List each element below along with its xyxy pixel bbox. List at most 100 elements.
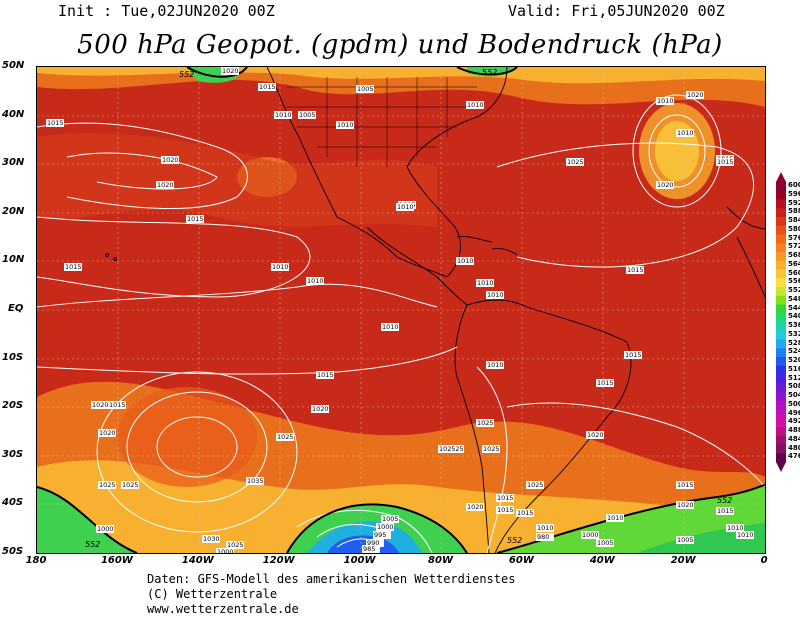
longitude-label: 100W (343, 555, 376, 566)
colorbar (776, 172, 786, 472)
isobar-label: 1010 (272, 263, 289, 271)
isobar-label: 1015 (187, 215, 204, 223)
colorbar-swatch (776, 243, 786, 253)
isobar-label-bg (186, 215, 204, 223)
colorbar-value-label: 568 (788, 251, 800, 259)
isobar-label: 1010 (382, 323, 399, 331)
isobar-label-bg (156, 181, 174, 189)
colorbar-value-label: 600 (788, 181, 800, 189)
isobar-label: 1015 (497, 494, 514, 502)
colorbar-swatch (776, 269, 786, 279)
colorbar-value-label: 596 (788, 189, 800, 198)
sw-low (37, 487, 137, 553)
isobar-label-bg (98, 429, 116, 437)
colorbar-value-label: 584 (788, 216, 800, 224)
isobar-label: 1010 (397, 203, 414, 211)
isobar-label: 1035 (247, 477, 264, 485)
colorbar-value-label: 476 (788, 452, 800, 461)
isobar-label: 1025 (227, 541, 244, 549)
isobar-label: 1010 (487, 361, 504, 369)
colorbar-swatch (776, 400, 786, 410)
isobar-label: 1025 (567, 158, 584, 166)
colorbar-value-label: 560 (788, 268, 800, 277)
isobar-label-bg (482, 445, 500, 453)
isobar-label-bg (566, 158, 584, 166)
colorbar-value-label: 556 (788, 277, 800, 286)
isobar-label: 1015 (497, 506, 514, 514)
isobar-label: 1015 (717, 507, 734, 515)
isobar-label-bg (596, 379, 614, 387)
isobar-label: 1015 (259, 83, 276, 91)
colorbar-value-label: 500 (788, 399, 800, 408)
isobar-label-bg (456, 257, 474, 265)
colorbar-bottom-arrow (776, 462, 786, 472)
colorbar-swatch (776, 199, 786, 209)
colorbar-value-label: 540 (788, 312, 800, 321)
longitude-label: 60W (508, 555, 534, 566)
colorbar-swatch (776, 409, 786, 419)
isobar-label: 1000 (97, 525, 114, 533)
isobar-label: 1010 (677, 129, 694, 137)
colorbar-swatch (776, 225, 786, 235)
isobar-label: 1025 (99, 481, 116, 489)
isobar-label-bg (96, 525, 114, 533)
latitude-label: 30N (2, 157, 25, 169)
colorbar-swatch (776, 435, 786, 445)
isobar-label: 995 (374, 531, 386, 539)
geopotential-label: 552 (717, 496, 732, 505)
isobar-label-bg (676, 536, 694, 544)
colorbar-swatch (776, 260, 786, 270)
colorbar-swatch (776, 427, 786, 437)
geopotential-label: 552 (85, 540, 100, 549)
isobar-label: 1025 (527, 481, 544, 489)
isobar-label: 1020 (312, 405, 329, 413)
isobar-label-bg (476, 279, 494, 287)
isobar-label: 1010 (337, 121, 354, 129)
colorbar-value-label: 580 (788, 224, 800, 233)
isobar-label: 1015 (597, 379, 614, 387)
isobar-label: 1020 (687, 91, 704, 99)
isobar-label-bg (306, 277, 324, 285)
isobar-label: 1025 (122, 481, 139, 489)
colorbar-swatch (776, 374, 786, 384)
isobar-label-bg (161, 156, 179, 164)
isobar-label-bg (476, 419, 494, 427)
longitude-label: 140W (181, 555, 214, 566)
isobar-label-bg (98, 481, 116, 489)
isobar-label: 1020 (587, 431, 604, 439)
isobar-label: 1025 (477, 419, 494, 427)
isobar-label-bg (676, 501, 694, 509)
colorbar-value-label: 496 (788, 408, 800, 417)
colorbar-swatch (776, 453, 786, 463)
colorbar-swatch (776, 418, 786, 428)
isobar-label: 1000 (217, 548, 234, 553)
colorbar-value-label: 576 (788, 233, 800, 242)
colorbar-value-label: 536 (788, 321, 800, 329)
isobar-label: 1005 (357, 85, 374, 93)
isobar-label-bg (624, 351, 642, 359)
isobar-label: 1015 (517, 509, 534, 517)
isobar-label-bg (298, 111, 316, 119)
isobar-label: 1005 (299, 111, 316, 119)
colorbar-value-label: 544 (788, 303, 800, 312)
isobar-label: 1015 (65, 263, 82, 271)
map-title: 500 hPa Geopot. (gpdm) und Bodendruck (h… (77, 30, 723, 60)
isobar-label-bg (336, 121, 354, 129)
longitude-label: 80W (428, 555, 453, 566)
longitude-label: 120W (262, 555, 295, 566)
isobar-label-bg (466, 101, 484, 109)
isobar-label-bg (202, 535, 220, 543)
geopotential-label: 552 (179, 70, 194, 79)
isobar-label-bg (606, 514, 624, 522)
isobar-label: 1005 (382, 515, 399, 523)
isobar-label-bg (516, 509, 534, 517)
isobar-label: 1025 (277, 433, 294, 441)
isobar-label-bg (271, 263, 289, 271)
isobar-label: 1025 (483, 445, 500, 453)
isobar-label-bg (366, 539, 384, 547)
isobar-label-bg (64, 263, 82, 271)
isobar-label: 1000 (582, 531, 599, 539)
colorbar-value-label: 512 (788, 373, 800, 382)
isobar-label-bg (108, 401, 126, 409)
grid-lines (37, 67, 765, 553)
